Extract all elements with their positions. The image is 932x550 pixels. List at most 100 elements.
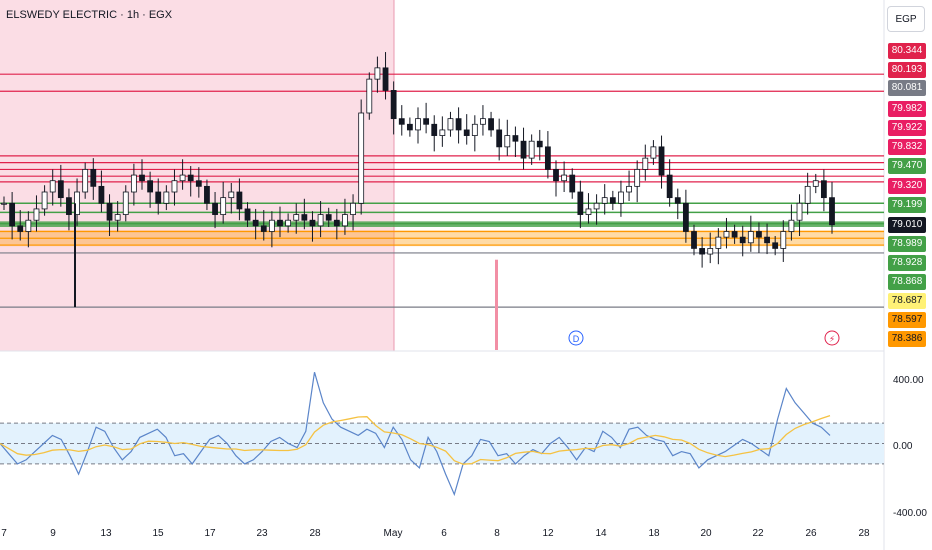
- price-tag: 80.193: [888, 62, 926, 78]
- candle: [106, 194, 113, 237]
- symbol-title: ELSWEDY ELECTRIC · 1h · EGX: [6, 9, 173, 21]
- candle: [155, 178, 162, 215]
- earnings-label: ⚡: [829, 335, 835, 345]
- candle: [423, 102, 430, 134]
- candle: [480, 105, 486, 136]
- candle: [139, 159, 145, 190]
- candle-body: [739, 236, 746, 244]
- candle: [415, 107, 421, 144]
- candle-body: [731, 231, 738, 238]
- earnings-circle: [824, 330, 840, 346]
- candle: [674, 188, 681, 220]
- candle-body: [342, 214, 348, 227]
- x-tick-label: 6: [441, 528, 447, 539]
- candle: [601, 184, 608, 215]
- candle-body: [707, 248, 714, 255]
- candle-body: [228, 191, 235, 199]
- candle: [650, 140, 657, 165]
- candle: [496, 118, 503, 161]
- candle-body: [41, 191, 48, 210]
- candle-body: [195, 180, 202, 187]
- candle-body: [756, 231, 762, 238]
- candle-body: [358, 112, 365, 204]
- candle: [772, 236, 779, 256]
- candle: [561, 161, 568, 192]
- price-tag: 79.982: [888, 101, 926, 117]
- candle-body: [106, 202, 113, 221]
- price-tag: 79.922: [888, 120, 926, 136]
- candle: [406, 117, 413, 137]
- candle: [382, 52, 389, 100]
- candle: [204, 179, 210, 211]
- candle: [374, 56, 381, 93]
- candle-body: [309, 219, 316, 227]
- candle-body: [504, 135, 511, 148]
- candle: [179, 159, 186, 190]
- candle-body: [171, 180, 178, 193]
- candle: [593, 194, 600, 225]
- candle: [41, 185, 48, 216]
- x-tick-label: 9: [50, 528, 56, 539]
- price-tag: 79.470: [888, 158, 926, 174]
- candle: [301, 198, 308, 230]
- candle-body: [130, 174, 137, 193]
- candle-body: [820, 180, 827, 199]
- candle-body: [82, 169, 89, 193]
- candle: [471, 115, 478, 152]
- candle-body: [520, 140, 527, 159]
- level-band-green: [0, 221, 884, 227]
- session-shade: [0, 0, 394, 351]
- candle: [195, 167, 202, 198]
- candle: [9, 192, 16, 240]
- candle-body: [244, 208, 251, 221]
- candle: [634, 160, 641, 203]
- candle: [780, 220, 787, 262]
- candle: [504, 119, 511, 156]
- candle-body: [642, 157, 649, 170]
- candle: [90, 158, 97, 200]
- candle: [455, 107, 462, 144]
- candle-body: [666, 174, 673, 199]
- x-tick-label: 13: [100, 528, 112, 539]
- osc-line: [0, 372, 831, 497]
- candle-body: [268, 219, 275, 232]
- price-tag: 79.010: [888, 217, 926, 233]
- candle-body: [804, 185, 811, 204]
- candle: [666, 159, 673, 207]
- x-tick-label: 14: [595, 528, 607, 539]
- price-tag: 79.832: [888, 139, 926, 155]
- candle-body: [812, 180, 819, 187]
- candle-body: [90, 169, 97, 187]
- candle-body: [252, 219, 259, 227]
- candle: [333, 208, 340, 240]
- candle: [488, 111, 494, 137]
- candle-body: [780, 231, 787, 249]
- x-tick-label: May: [383, 528, 403, 539]
- candle-body: [496, 129, 503, 148]
- x-tick-label: 22: [752, 528, 764, 539]
- candle-body: [147, 180, 154, 193]
- candle-body: [764, 236, 770, 244]
- candle-body: [577, 191, 584, 215]
- candle: [220, 181, 227, 224]
- candle: [618, 180, 624, 217]
- candle: [609, 190, 616, 211]
- candle-body: [561, 174, 568, 182]
- candle: [114, 201, 121, 232]
- currency-button[interactable]: EGP: [887, 6, 925, 32]
- osc-label-top: 400.00: [893, 375, 924, 386]
- candle: [520, 127, 527, 170]
- candle-body: [277, 219, 283, 227]
- candle: [390, 81, 397, 135]
- candle-body: [553, 169, 559, 182]
- x-tick-label: 15: [152, 528, 164, 539]
- candle-body: [382, 67, 389, 91]
- candle-body: [317, 214, 324, 227]
- candle-body: [114, 214, 121, 221]
- candle: [691, 224, 697, 256]
- candle-body: [17, 225, 24, 232]
- candle-body: [593, 202, 600, 210]
- earnings-marker: ⚡: [824, 330, 840, 346]
- candle: [439, 116, 446, 147]
